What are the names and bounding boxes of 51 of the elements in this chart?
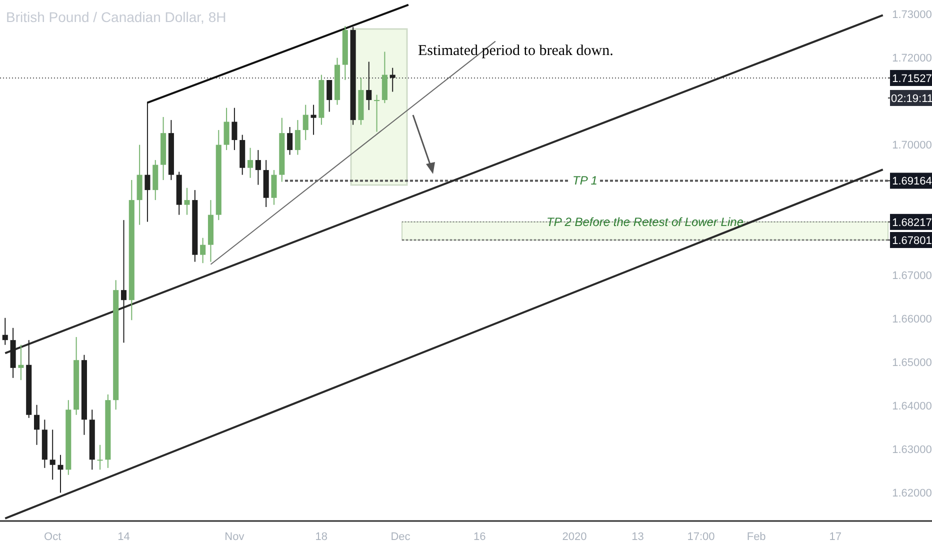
candlestick	[248, 147, 254, 178]
candlestick	[390, 67, 396, 92]
x-tick-label: Nov	[224, 531, 245, 543]
band-label: TP 2 Before the Retest of Lower Line	[546, 214, 744, 229]
candlestick	[374, 94, 380, 132]
annotation: 1.68217	[892, 216, 932, 229]
annotation: 1.67801	[892, 235, 932, 248]
x-tick-label: 13	[632, 531, 644, 543]
x-tick-label: 14	[118, 531, 130, 543]
candlestick	[144, 101, 150, 222]
candlestick	[232, 107, 238, 151]
x-tick-label: 2020	[562, 531, 587, 543]
annotation: Estimated period to break down.	[418, 43, 614, 59]
y-tick-label: 1.66000	[892, 313, 932, 326]
y-tick-label: 1.63000	[892, 444, 932, 456]
candlestick	[310, 104, 316, 136]
candlestick	[224, 107, 230, 151]
x-tick-label: 17:00	[687, 531, 715, 543]
y-tick-label: 1.62000	[892, 487, 932, 500]
candlestick	[18, 344, 24, 381]
candlestick	[271, 170, 277, 206]
y-tick-label: 1.67000	[892, 270, 932, 282]
candlestick	[326, 80, 332, 112]
candlestick	[302, 104, 308, 141]
x-tick-label: Feb	[746, 531, 766, 543]
x-tick-label: 17	[829, 531, 842, 543]
candlestick	[58, 454, 64, 494]
candlestick	[50, 429, 56, 480]
candlestick	[34, 404, 40, 446]
x-tick-label: Dec	[390, 531, 411, 543]
candlestick	[184, 187, 190, 216]
annotation: 1.69164	[892, 176, 932, 188]
y-tick-label: 1.65000	[892, 356, 932, 369]
y-tick-label: 1.70000	[892, 139, 932, 152]
text: British Pound / Canadian Dollar, 8H	[6, 9, 226, 25]
x-tick-label: 16	[473, 531, 486, 543]
candlestick	[255, 150, 261, 186]
y-tick-label: 1.72000	[892, 52, 932, 64]
y-tick-label: 1.64000	[892, 400, 932, 412]
candlestick	[366, 61, 372, 111]
x-tick-label: Oct	[44, 531, 62, 543]
candlestick	[120, 220, 127, 344]
y-tick-label: 1.73000	[892, 8, 932, 21]
x-tick-label: 18	[315, 531, 328, 543]
candlestick	[294, 120, 300, 156]
candlestick	[200, 237, 206, 264]
candlestick	[2, 317, 8, 346]
annotation: 1.71527	[892, 72, 932, 85]
candlestick	[287, 126, 293, 156]
ref-line-label: TP 1	[572, 174, 598, 188]
candlestick	[97, 444, 103, 470]
